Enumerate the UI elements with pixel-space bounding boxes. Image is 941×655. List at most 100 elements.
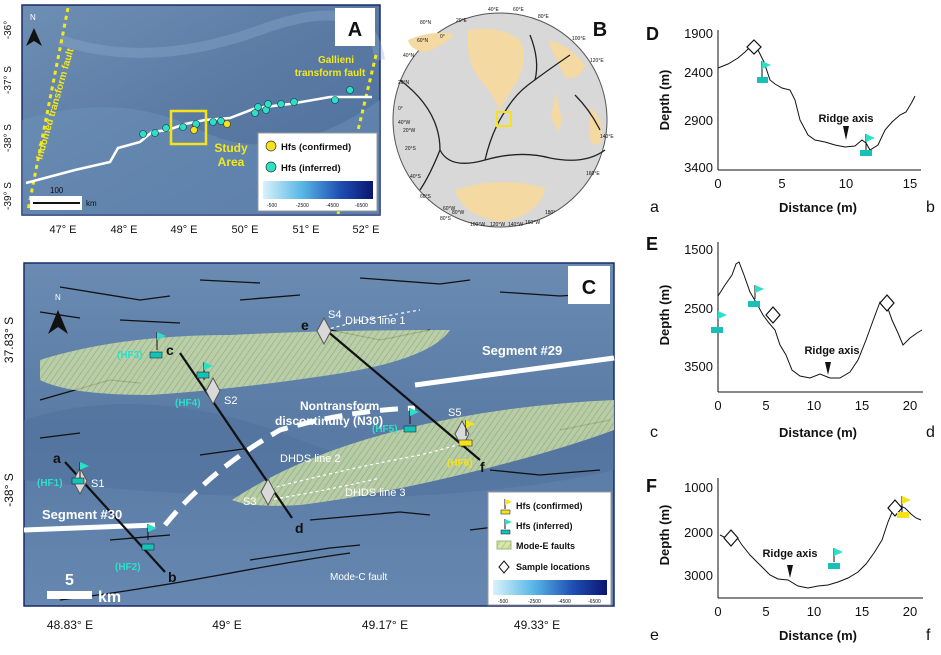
study-area-box [169, 109, 208, 146]
profile-c-label: c [166, 342, 174, 358]
hf-labels: (HF1) (HF2) (HF3) (HF4) (HF5) (HF6) [37, 350, 473, 573]
panel-b-label: B [593, 19, 607, 41]
panel-c-label-box [568, 266, 610, 304]
scale-bar-c [47, 591, 92, 599]
f-xtick: 0 [714, 604, 721, 619]
lon-label-a: 51° E [292, 224, 319, 236]
globe-lon-label: 60°E [513, 7, 525, 13]
f-start-label: e [650, 627, 659, 644]
globe-lat-label: 0° [398, 106, 403, 112]
profile-f-label: f [480, 459, 485, 475]
cbar-a-tick: -6500 [355, 203, 368, 209]
f-ylabel: Depth (m) [657, 505, 672, 566]
legend-c-inferred: Hfs (inferred) [516, 521, 573, 531]
d-xtick: 5 [778, 176, 785, 191]
legend-a-confirmed: Hfs (confirmed) [281, 142, 351, 153]
sample-s1-label: S1 [91, 478, 104, 490]
asia-shape [548, 40, 585, 79]
profile-f-panel-label: F [646, 476, 657, 496]
hf2-label: (HF2) [115, 562, 141, 573]
plate-boundaries [399, 34, 606, 191]
f-ytick: 3000 [684, 568, 713, 583]
profile-d: D 1900 2400 2900 3400 0 5 10 15 Depth (m… [646, 24, 935, 216]
lon-label-c: 49.33° E [514, 618, 560, 632]
panel-c: C N a b c d e f S1 S2 S3 S4 S5 (HF1) (HF… [2, 262, 615, 632]
ridge-segment-30 [23, 522, 156, 533]
globe-lon-label: 140°W [508, 222, 523, 228]
gallieni-label: Gallieni [318, 55, 354, 66]
sample-s5-label: S5 [448, 407, 461, 419]
globe-lat-label: 20°N [398, 80, 410, 86]
colorbar-a [263, 181, 373, 199]
panel-c-label: C [582, 277, 596, 299]
d-xtick: 10 [839, 176, 853, 191]
e-xtick: 20 [903, 398, 917, 413]
hf1-label: (HF1) [37, 478, 63, 489]
panel-a-label: A [348, 19, 362, 41]
colorbar-c [493, 580, 607, 595]
globe-lon-label: 20°E [456, 18, 468, 24]
e-xtick: 15 [855, 398, 869, 413]
e-ytick: 2500 [684, 301, 713, 316]
lon-label-a: 48° E [110, 224, 137, 236]
hf5-label: (HF5) [372, 424, 398, 435]
cbar-c-tick: -6500 [588, 599, 601, 605]
ntd-label-2: discontinuity (N30) [275, 414, 383, 428]
globe-lon-label: 80°W [452, 210, 465, 216]
globe-lat-label: 20°S [405, 146, 417, 152]
lat-label-a: -37° S [3, 66, 14, 94]
globe-lon-label: 40°W [398, 120, 411, 126]
globe-lon-label: 20°W [403, 128, 416, 134]
f-end-label: f [926, 627, 931, 644]
globe-lon-label: 160°W [525, 220, 540, 226]
e-ytick: 1500 [684, 242, 713, 257]
dhds-line2-label: DHDS line 2 [280, 453, 341, 465]
north-label-a: N [30, 13, 36, 22]
lon-label-a: 52° E [352, 224, 379, 236]
globe-lon-label: 0° [440, 34, 445, 40]
dhds-labels: DHDS line 1 DHDS line 2 DHDS line 3 [280, 315, 406, 499]
scale-value-a: 100 [50, 186, 64, 195]
globe-lat-label: 60°N [417, 38, 429, 44]
profile-end-labels: a b c d e f [53, 317, 485, 585]
globe-lat-label: 40°N [403, 53, 415, 59]
legend-a-inferred: Hfs (inferred) [281, 163, 341, 174]
globe-graticule-labels: 80°N 60°N 40°N 20°N 0° 20°S 40°S 60°S 80… [398, 7, 614, 228]
e-sample-2 [879, 294, 895, 312]
d-profile-line [717, 44, 916, 151]
d-xtick: 0 [714, 176, 721, 191]
hf4-label: (HF4) [175, 398, 201, 409]
e-ytick: 3500 [684, 359, 713, 374]
legend-c-mode-e: Mode-E faults [516, 541, 575, 551]
scale-unit-c: km [98, 589, 121, 606]
study-area-label: Study [214, 141, 248, 155]
cbar-c-tick: -2500 [528, 599, 541, 605]
cbar-a-tick: -500 [267, 203, 277, 209]
lat-label-c: -38° S [2, 473, 16, 506]
dhds-line3-label: DHDS line 3 [345, 487, 406, 499]
madagascar-shape [551, 92, 562, 132]
dhds-lines [264, 309, 471, 501]
lon-label-c: 49.17° E [362, 618, 408, 632]
legend-c-samples: Sample locations [516, 562, 590, 572]
lon-label-a: 47° E [49, 224, 76, 236]
hf-flags [71, 332, 475, 551]
cbar-c-tick: -500 [498, 599, 508, 605]
f-ridge-marker [787, 565, 793, 578]
lon-label-c: 48.83° E [47, 618, 93, 632]
d-start-label: a [650, 199, 659, 216]
e-start-label: c [650, 424, 658, 441]
f-xtick: 15 [855, 604, 869, 619]
profile-e-panel-label: E [646, 234, 658, 254]
profile-e: E 1500 2500 3500 0 5 10 15 20 Depth (m) … [646, 234, 935, 441]
lon-label-a: 50° E [231, 224, 258, 236]
lat-label-a: -39° S [3, 182, 14, 210]
north-arrow-c-icon [48, 310, 68, 334]
e-xlabel: Distance (m) [779, 425, 857, 440]
hf6-label: (HF6) [447, 458, 473, 469]
profile-d-label: d [295, 520, 304, 536]
globe-lon-label: 100°E [572, 36, 586, 42]
globe-lat-label: 80°N [420, 20, 432, 26]
d-end-label: b [926, 199, 935, 216]
cbar-c-tick: -4500 [558, 599, 571, 605]
